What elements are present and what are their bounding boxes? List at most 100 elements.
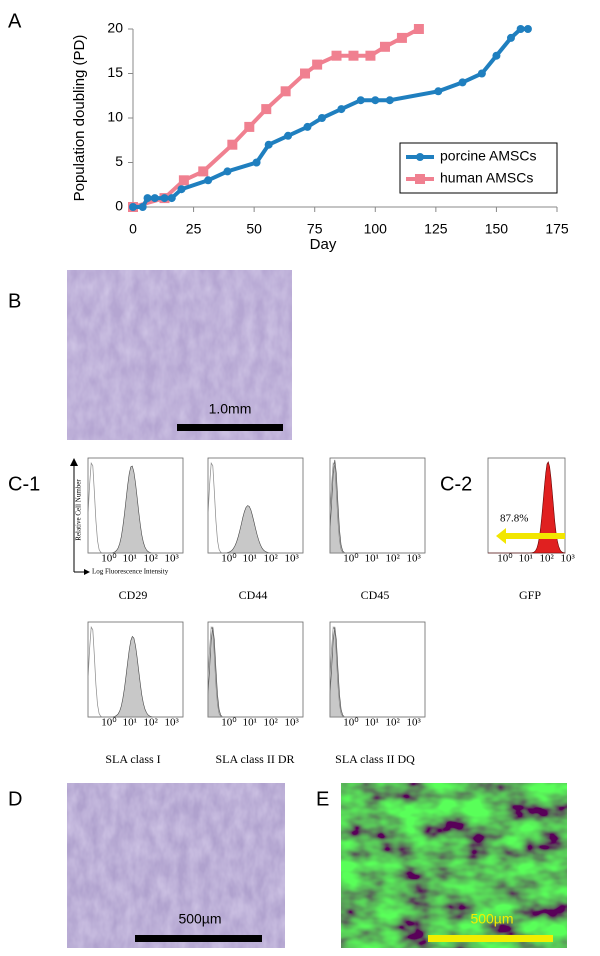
marker-name: CD44	[239, 588, 268, 602]
x-tick-label: 50	[246, 221, 262, 237]
data-point	[379, 41, 390, 52]
histogram-tick-label: 10¹	[365, 717, 379, 729]
scale-bar	[428, 935, 553, 942]
histogram-tick-label: 10⁰	[343, 717, 359, 729]
data-point	[413, 24, 424, 34]
histogram-tick-label: 10¹	[243, 717, 257, 729]
x-tick-label: 125	[424, 221, 448, 237]
x-axis-title: Day	[310, 236, 337, 253]
histogram-tick-label: 10²	[386, 717, 401, 729]
histogram-tick-label: 10¹	[123, 717, 137, 729]
scale-label: 500µm	[470, 911, 513, 927]
y-tick-label: 20	[107, 20, 123, 36]
x-tick-label: 100	[364, 221, 388, 237]
histogram-tick-label: 10³	[560, 553, 575, 565]
histogram-tick-label: 10⁰	[101, 553, 117, 565]
data-point	[167, 194, 176, 203]
data-point	[177, 185, 186, 194]
marker-name: CD45	[361, 588, 390, 602]
histogram-tick-label: 10²	[386, 553, 401, 565]
data-point	[434, 87, 443, 96]
data-point	[348, 50, 359, 61]
histogram-tick-label: 10²	[264, 717, 279, 729]
histogram-control	[329, 461, 425, 554]
histogram-frame	[329, 457, 426, 554]
histogram-tick-label: 10³	[406, 553, 421, 565]
scale-bar	[177, 424, 283, 431]
y-tick-label: 15	[107, 64, 123, 80]
histogram-tick-label: 10²	[540, 553, 555, 565]
panel-label: A	[8, 10, 22, 32]
legend-marker	[416, 153, 424, 161]
data-point	[337, 105, 346, 114]
data-point	[252, 158, 261, 167]
y-axis-title: Population doubling (PD)	[71, 35, 88, 202]
x-axis-title: Log Fluorescence Intensity	[92, 568, 169, 576]
data-point	[223, 167, 232, 176]
scale-label: 500µm	[178, 911, 221, 927]
panel-label: B	[8, 290, 21, 312]
x-tick-label: 25	[186, 221, 202, 237]
histogram-tick-label: 10²	[144, 553, 159, 565]
histogram-control	[87, 625, 183, 718]
x-tick-label: 0	[129, 221, 137, 237]
data-point	[178, 175, 189, 186]
data-point	[280, 86, 291, 97]
data-point	[198, 166, 209, 177]
data-point	[303, 122, 312, 131]
histogram-frame	[329, 621, 426, 718]
x-tick-label: 75	[307, 221, 323, 237]
histogram-tick-label: 10⁰	[343, 553, 359, 565]
data-point	[284, 131, 293, 140]
data-point	[516, 25, 525, 33]
data-point	[331, 50, 342, 61]
histogram-tick-label: 10³	[284, 553, 299, 565]
histogram-tick-label: 10³	[164, 717, 179, 729]
fluorescence-texture	[341, 783, 567, 948]
arrow-head	[70, 458, 78, 466]
y-tick-label: 5	[115, 153, 123, 169]
scale-label: 1.0mm	[209, 401, 252, 417]
histogram-tick-label: 10³	[406, 717, 421, 729]
data-point	[458, 78, 467, 87]
scale-bar	[135, 935, 262, 942]
data-point	[244, 121, 255, 132]
panel-label: E	[316, 788, 329, 810]
histogram-tick-label: 10⁰	[221, 717, 237, 729]
histogram-control	[87, 461, 183, 554]
data-point	[385, 96, 394, 105]
data-point	[261, 104, 272, 115]
data-point	[523, 25, 532, 33]
legend-label: human AMSCs	[440, 170, 533, 186]
histogram-tick-label: 10¹	[365, 553, 379, 565]
y-axis-title: Relative Cell Number	[75, 479, 83, 541]
histogram-tick-label: 10³	[164, 553, 179, 565]
legend-box	[399, 142, 558, 194]
data-point	[396, 32, 407, 43]
data-point	[150, 194, 159, 203]
histogram-control	[207, 625, 303, 718]
histogram-tick-label: 10³	[284, 717, 299, 729]
histogram-tick-label: 10¹	[243, 553, 257, 565]
marker-name: SLA class II DQ	[335, 752, 415, 766]
marker-name: GFP	[519, 588, 541, 602]
marker-name: CD29	[119, 588, 148, 602]
panel-label: C-2	[440, 473, 472, 495]
histogram-tick-label: 10⁰	[101, 717, 117, 729]
data-point	[371, 96, 380, 105]
data-point	[264, 140, 273, 149]
histogram-tick-label: 10¹	[519, 553, 533, 565]
micrograph-texture	[67, 783, 285, 948]
histogram-tick-label: 10²	[144, 717, 159, 729]
legend-label: porcine AMSCs	[440, 148, 536, 164]
marker-name: SLA class II DR	[216, 752, 295, 766]
histogram-gfp	[488, 461, 566, 554]
y-tick-label: 10	[107, 109, 123, 125]
panel-label: D	[8, 788, 22, 810]
series-line	[132, 27, 420, 209]
data-point	[204, 176, 213, 185]
histogram-control	[207, 461, 303, 554]
histogram-control	[329, 625, 425, 718]
data-point	[160, 194, 169, 203]
